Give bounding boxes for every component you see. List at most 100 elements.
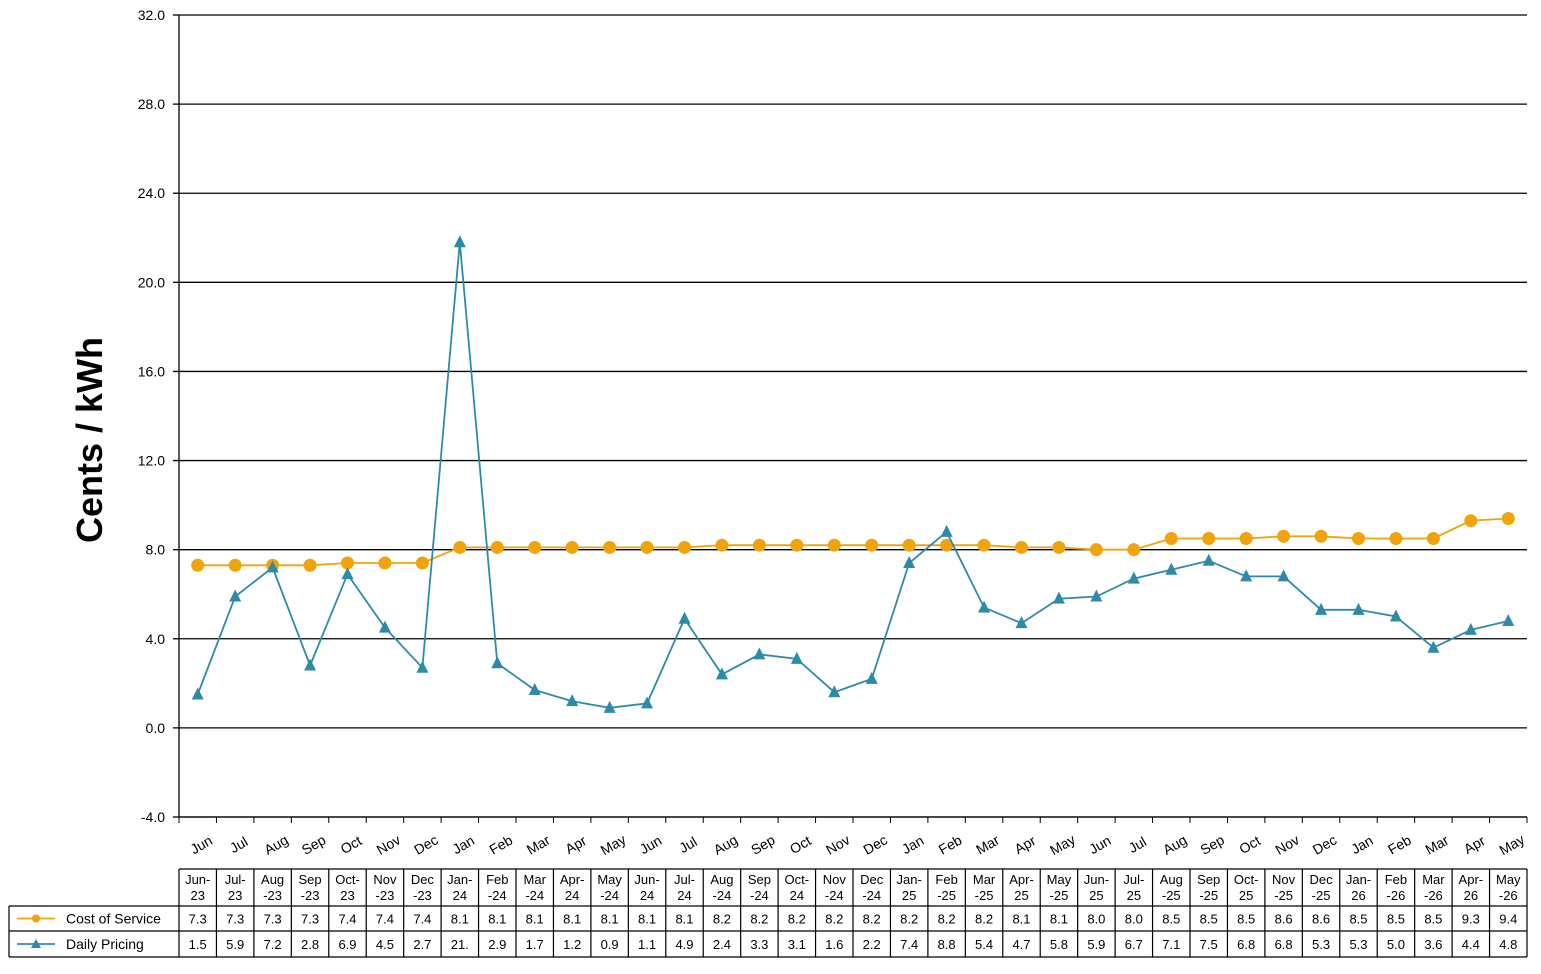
- table-value-cell: 5.8: [1050, 937, 1068, 952]
- y-tick-label: 20.0: [138, 274, 165, 290]
- table-header-cell: Oct-: [335, 872, 360, 887]
- table-value-cell: 8.1: [488, 912, 506, 927]
- data-point: [228, 558, 242, 572]
- table-header-cell: Nov: [823, 872, 847, 887]
- data-point: [378, 620, 391, 633]
- data-point: [1165, 562, 1178, 575]
- table-header-cell: 25: [1127, 888, 1141, 903]
- x-tick-label: Nov: [823, 832, 853, 858]
- table-value-cell: 8.1: [601, 912, 619, 927]
- table-value-cell: 8.2: [750, 912, 768, 927]
- data-point: [303, 558, 317, 572]
- table-value-cell: 8.2: [863, 912, 881, 927]
- table-header-cell: Mar: [973, 872, 996, 887]
- data-point: [191, 558, 205, 572]
- table-header-cell: Jul-: [674, 872, 695, 887]
- table-value-cell: 1.7: [526, 937, 544, 952]
- x-tick-label: Jul: [676, 833, 700, 856]
- table-header-cell: -25: [1274, 888, 1293, 903]
- table-header-cell: Apr-: [560, 872, 585, 887]
- table-value-cell: 0.9: [601, 937, 619, 952]
- table-value-cell: 4.4: [1462, 937, 1480, 952]
- table-header-cell: Nov: [1272, 872, 1296, 887]
- table-value-cell: 6.8: [1237, 937, 1255, 952]
- table-header-cell: -26: [1499, 888, 1518, 903]
- x-tick-label: Nov: [374, 832, 404, 858]
- table-value-cell: 4.8: [1499, 937, 1517, 952]
- table-value-cell: 1.5: [189, 937, 207, 952]
- table-header-cell: 24: [453, 888, 467, 903]
- table-header-cell: Sep: [748, 872, 771, 887]
- data-point: [453, 235, 466, 248]
- table-header-cell: 26: [1464, 888, 1478, 903]
- legend-label: Daily Pricing: [66, 936, 144, 952]
- table-header-cell: -26: [1387, 888, 1406, 903]
- table-header-cell: Feb: [935, 872, 957, 887]
- x-tick-label: Apr: [1461, 832, 1488, 857]
- table-header-cell: 23: [228, 888, 242, 903]
- data-point: [790, 538, 804, 552]
- table-header-cell: Aug: [1160, 872, 1183, 887]
- x-tick-label: Mar: [973, 832, 1002, 858]
- table-value-cell: 6.8: [1275, 937, 1293, 952]
- table-value-cell: 2.9: [488, 937, 506, 952]
- table-value-cell: 6.7: [1125, 937, 1143, 952]
- table-value-cell: 7.3: [301, 912, 319, 927]
- y-tick-label: -4.0: [141, 809, 165, 825]
- data-point: [1127, 543, 1141, 557]
- data-point: [753, 647, 766, 660]
- data-point: [752, 538, 766, 552]
- data-point: [1277, 569, 1290, 582]
- legend-marker: [31, 939, 41, 948]
- table-value-cell: 7.2: [264, 937, 282, 952]
- table-header-cell: Feb: [486, 872, 508, 887]
- y-axis-label: Cents / kWh: [69, 337, 110, 543]
- table-value-cell: 7.4: [413, 912, 431, 927]
- table-value-cell: 8.5: [1200, 912, 1218, 927]
- table-header-cell: 23: [190, 888, 204, 903]
- table-header-cell: 23: [340, 888, 354, 903]
- table-value-cell: 8.6: [1312, 912, 1330, 927]
- legend-marker: [32, 914, 40, 923]
- table-header-cell: Oct-: [1234, 872, 1259, 887]
- x-tick-label: Jan: [450, 832, 478, 857]
- table-value-cell: 8.1: [563, 912, 581, 927]
- table-header-cell: Dec: [860, 872, 884, 887]
- x-tick-label: Jul: [227, 833, 251, 856]
- table-value-cell: 8.5: [1237, 912, 1255, 927]
- data-point: [828, 685, 841, 698]
- data-point: [641, 696, 654, 709]
- data-point: [865, 538, 879, 552]
- table-value-cell: 5.3: [1349, 937, 1367, 952]
- table-header-cell: -23: [413, 888, 432, 903]
- data-point: [940, 538, 954, 552]
- data-point: [1089, 543, 1103, 557]
- x-tick-label: Jul: [1126, 833, 1150, 856]
- data-point: [1464, 622, 1477, 635]
- x-tick-label: Apr: [1012, 832, 1039, 857]
- data-point: [1052, 591, 1065, 604]
- table-header-cell: Sep: [1197, 872, 1220, 887]
- data-point: [566, 694, 579, 707]
- table-value-cell: 2.8: [301, 937, 319, 952]
- data-point: [1315, 602, 1328, 615]
- table-header-cell: 25: [1089, 888, 1103, 903]
- data-point: [491, 656, 504, 669]
- data-point: [191, 687, 204, 700]
- x-tick-label: Sep: [1197, 831, 1227, 857]
- x-tick-label: Mar: [1422, 832, 1451, 858]
- table-header-cell: Jun-: [1084, 872, 1109, 887]
- table-header-cell: Jul-: [1123, 872, 1144, 887]
- table-header-cell: -23: [376, 888, 395, 903]
- data-point: [865, 671, 878, 684]
- x-tick-label: May: [598, 831, 629, 858]
- table-value-cell: 8.1: [1050, 912, 1068, 927]
- table-value-cell: 8.5: [1162, 912, 1180, 927]
- table-header-cell: -25: [1050, 888, 1069, 903]
- data-point: [1015, 616, 1028, 629]
- table-value-cell: 8.1: [675, 912, 693, 927]
- table-value-cell: 8.1: [638, 912, 656, 927]
- data-point: [1127, 571, 1140, 584]
- table-value-cell: 2.7: [413, 937, 431, 952]
- table-header-cell: Nov: [373, 872, 397, 887]
